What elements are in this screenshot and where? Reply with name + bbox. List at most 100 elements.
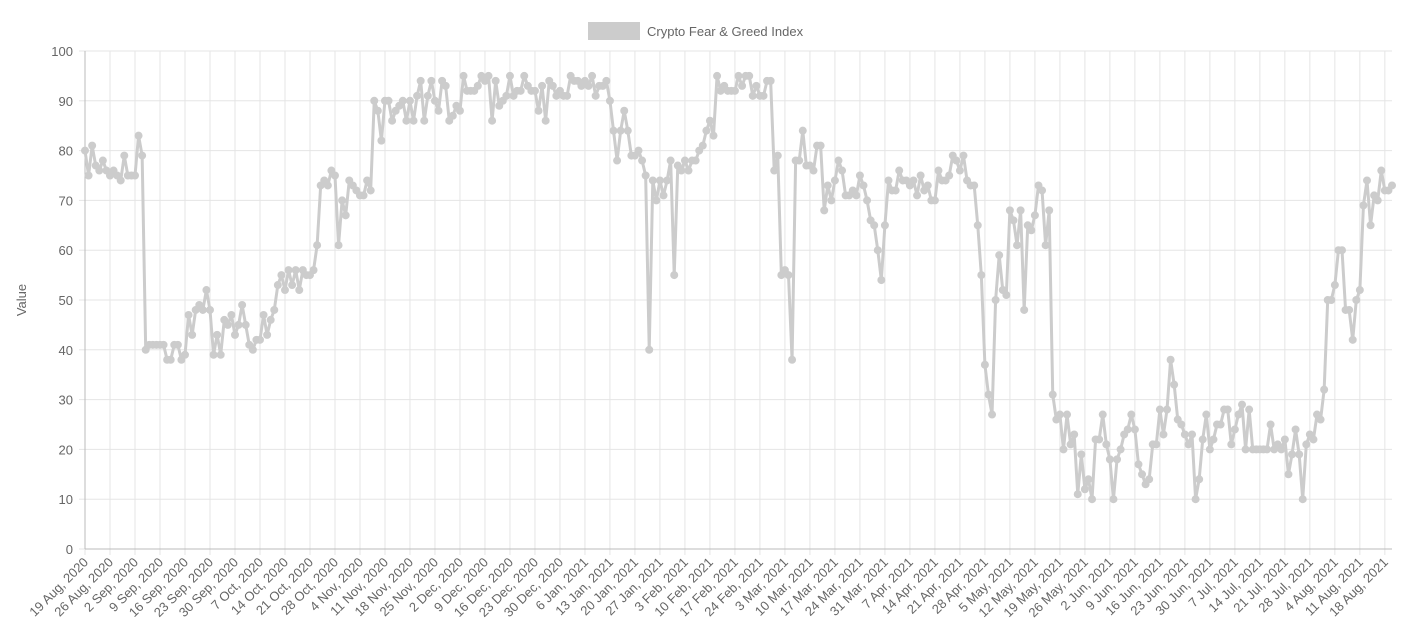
data-point xyxy=(1216,420,1225,429)
data-point xyxy=(266,315,275,324)
data-point xyxy=(988,410,997,419)
data-point xyxy=(891,186,900,195)
data-point xyxy=(255,335,264,344)
data-point xyxy=(1002,291,1011,300)
data-point xyxy=(1223,405,1232,414)
data-point xyxy=(1084,475,1093,484)
y-axis-title: Value xyxy=(14,284,29,316)
data-point xyxy=(373,106,382,115)
data-point xyxy=(1063,410,1072,419)
data-point xyxy=(448,111,457,120)
data-point xyxy=(1134,460,1143,469)
data-point xyxy=(584,81,593,90)
data-point xyxy=(1284,470,1293,479)
y-tick-label: 20 xyxy=(59,442,73,457)
data-point xyxy=(1191,495,1200,504)
data-point xyxy=(1177,420,1186,429)
data-point xyxy=(870,221,879,230)
data-point xyxy=(1309,435,1318,444)
data-point xyxy=(416,76,425,85)
data-point xyxy=(923,181,932,190)
data-point xyxy=(641,171,650,180)
y-tick-label: 70 xyxy=(59,193,73,208)
data-point xyxy=(309,266,318,275)
data-point xyxy=(773,151,782,160)
data-point xyxy=(459,71,468,80)
data-point xyxy=(1355,286,1364,295)
data-point xyxy=(655,176,664,185)
data-point xyxy=(216,350,225,359)
data-point xyxy=(970,181,979,190)
data-point xyxy=(977,271,986,280)
data-point xyxy=(834,156,843,165)
data-point xyxy=(1298,495,1307,504)
data-point xyxy=(1266,420,1275,429)
data-point xyxy=(1234,410,1243,419)
data-point xyxy=(1030,211,1039,220)
data-point xyxy=(84,171,93,180)
data-point xyxy=(1109,495,1118,504)
y-tick-label: 90 xyxy=(59,94,73,109)
y-tick-label: 60 xyxy=(59,243,73,258)
data-point xyxy=(1045,206,1054,215)
data-point xyxy=(605,96,614,105)
data-point xyxy=(270,305,279,314)
y-tick-label: 30 xyxy=(59,393,73,408)
data-point xyxy=(223,320,232,329)
data-point xyxy=(159,340,168,349)
data-point xyxy=(1116,445,1125,454)
data-point xyxy=(809,166,818,175)
data-point xyxy=(1388,181,1396,190)
data-point xyxy=(663,176,672,185)
data-point xyxy=(823,181,832,190)
data-point xyxy=(1152,440,1161,449)
y-tick-label: 0 xyxy=(66,542,73,557)
data-point xyxy=(538,81,547,90)
data-point xyxy=(827,196,836,205)
data-point xyxy=(884,176,893,185)
data-point xyxy=(1327,296,1336,304)
data-point xyxy=(338,196,347,205)
data-point xyxy=(1348,335,1357,344)
data-point xyxy=(230,330,239,339)
data-point xyxy=(505,71,514,80)
data-point xyxy=(1038,186,1047,195)
data-point xyxy=(659,191,668,200)
data-point xyxy=(1238,400,1247,409)
data-point xyxy=(1263,445,1272,454)
data-point xyxy=(752,81,761,90)
data-point xyxy=(427,76,436,85)
data-point xyxy=(1138,470,1147,479)
data-point xyxy=(455,106,464,115)
data-point xyxy=(434,106,443,115)
data-point xyxy=(384,96,393,105)
data-point xyxy=(1373,196,1382,205)
data-point xyxy=(784,271,793,280)
data-point xyxy=(713,71,722,80)
data-point xyxy=(1352,296,1361,304)
data-point xyxy=(1316,415,1325,424)
data-point xyxy=(1020,305,1029,314)
data-point xyxy=(280,286,289,295)
data-point xyxy=(1016,206,1025,215)
data-point xyxy=(405,96,414,105)
data-point xyxy=(313,241,322,250)
data-point xyxy=(134,131,143,140)
data-point xyxy=(413,91,422,100)
data-point xyxy=(666,156,675,165)
data-point xyxy=(1102,440,1111,449)
data-point xyxy=(1277,445,1286,454)
data-point xyxy=(1241,445,1250,454)
data-point xyxy=(709,131,718,140)
data-point xyxy=(1359,201,1368,210)
data-point xyxy=(1088,495,1097,504)
data-point xyxy=(213,330,222,339)
data-point xyxy=(341,211,350,220)
data-point xyxy=(645,345,654,354)
data-point xyxy=(1127,410,1136,419)
data-point xyxy=(1366,221,1375,230)
legend-swatch xyxy=(588,22,640,40)
data-point xyxy=(1288,450,1297,459)
data-point xyxy=(838,166,847,175)
